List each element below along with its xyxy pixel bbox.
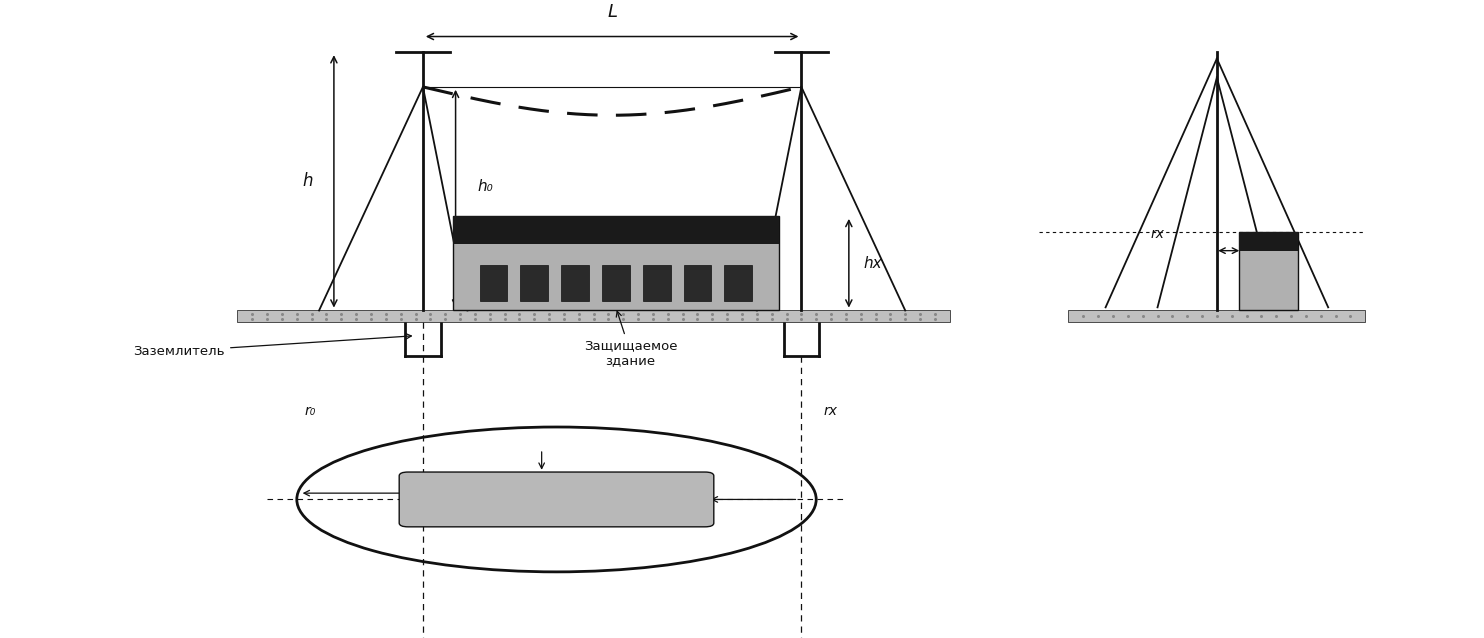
- Text: Заземлитель: Заземлитель: [134, 334, 411, 357]
- Text: Защищаемое
здание: Защищаемое здание: [583, 311, 678, 367]
- FancyBboxPatch shape: [603, 265, 629, 301]
- FancyBboxPatch shape: [1239, 232, 1298, 251]
- Text: hх: hх: [864, 256, 883, 271]
- Text: rx: rx: [824, 404, 837, 417]
- FancyBboxPatch shape: [724, 265, 752, 301]
- FancyBboxPatch shape: [561, 265, 589, 301]
- FancyBboxPatch shape: [1239, 232, 1298, 311]
- FancyBboxPatch shape: [684, 265, 711, 301]
- FancyBboxPatch shape: [479, 265, 508, 301]
- FancyBboxPatch shape: [453, 216, 779, 244]
- FancyBboxPatch shape: [1068, 311, 1365, 322]
- FancyBboxPatch shape: [399, 472, 714, 527]
- Text: h₀: h₀: [478, 179, 494, 193]
- FancyBboxPatch shape: [237, 311, 950, 322]
- FancyBboxPatch shape: [521, 265, 548, 301]
- Text: h: h: [301, 172, 313, 190]
- FancyBboxPatch shape: [643, 265, 671, 301]
- Text: L: L: [607, 3, 617, 21]
- Text: rx: rx: [1150, 227, 1165, 241]
- FancyBboxPatch shape: [453, 216, 779, 311]
- Text: r₀: r₀: [304, 404, 316, 417]
